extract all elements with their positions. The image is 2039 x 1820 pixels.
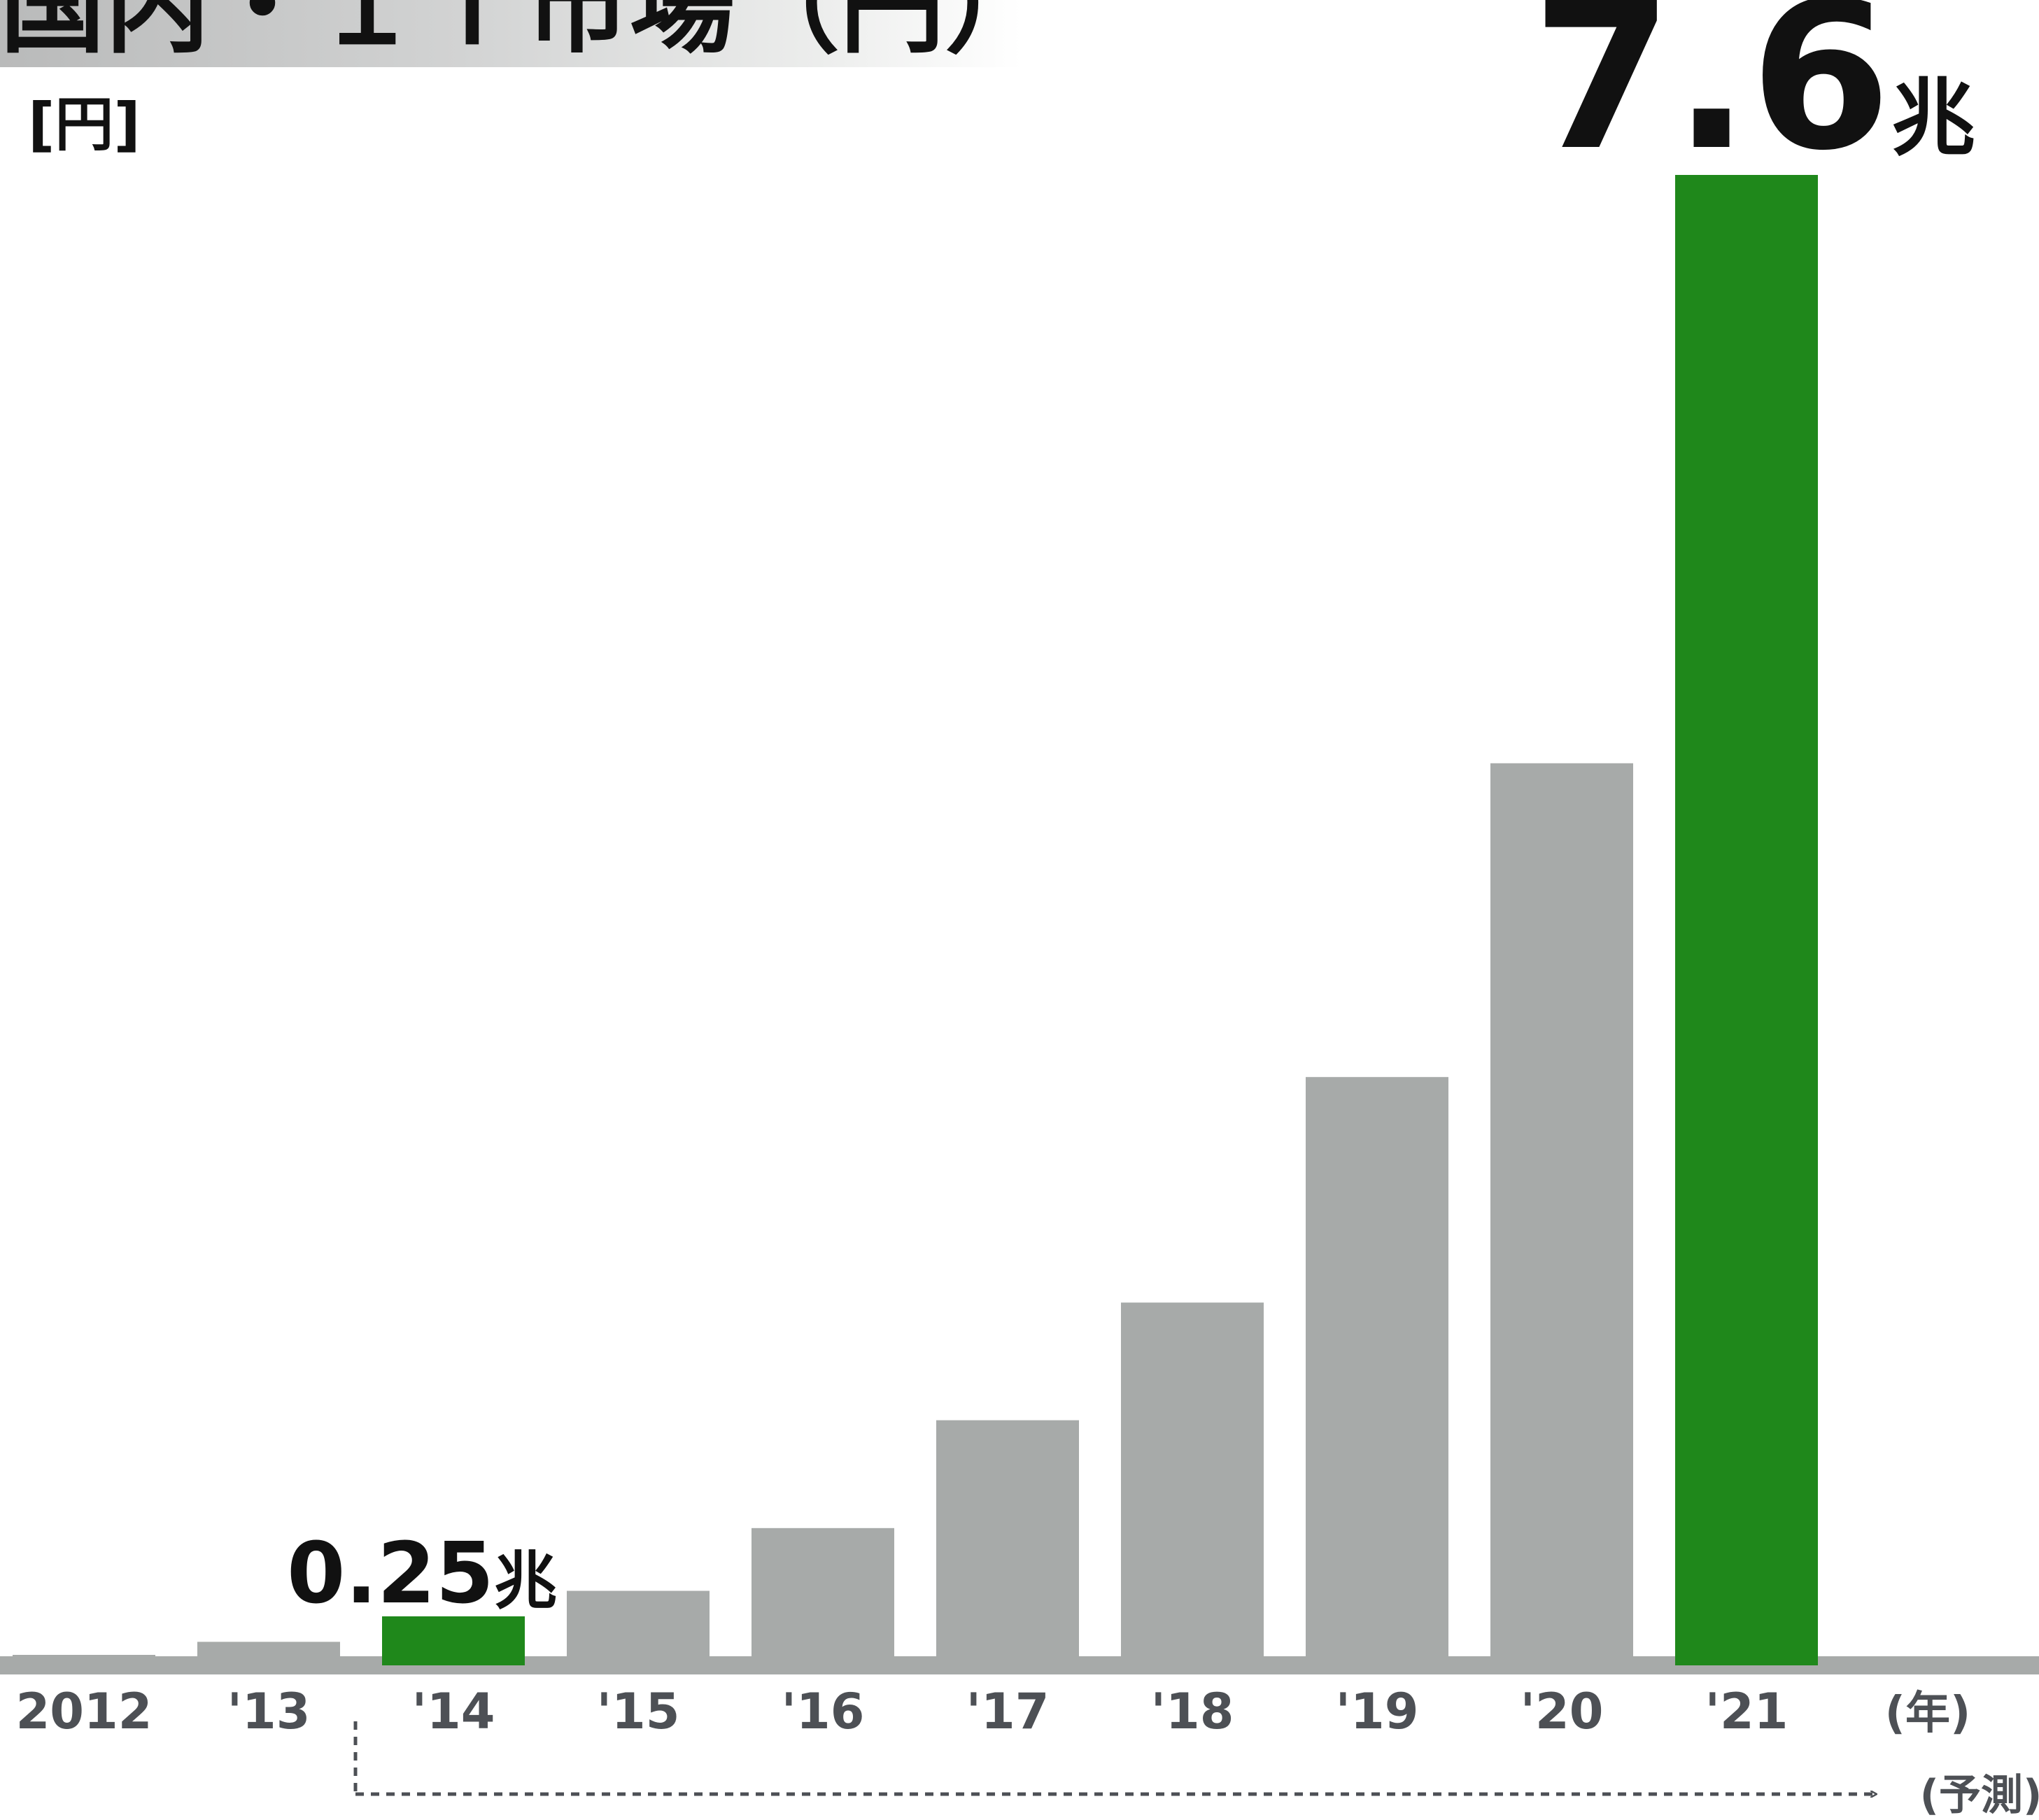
bar-21 [1675, 175, 1818, 1665]
x-tick-label: '20 [1521, 1683, 1604, 1740]
y-unit-label: [円] [28, 90, 141, 159]
x-unit-label: (年) [1885, 1688, 1971, 1740]
tick-labels-group: 2012 '13 '14 '15 '16 '17 '18 '19 '20 '21 (年) [16, 1683, 1971, 1740]
bar-20 [1490, 763, 1633, 1656]
x-tick-label: '19 [1336, 1683, 1419, 1740]
x-tick-label: '17 [966, 1683, 1050, 1740]
annotations-group: 0.25兆 7.6兆 [287, 0, 1975, 1623]
forecast-indicator: (予測) [353, 1721, 2039, 1820]
forecast-label: (予測) [1920, 1771, 2039, 1820]
x-tick-label: '13 [227, 1683, 311, 1740]
bars-group [13, 175, 1818, 1665]
bar-15 [567, 1590, 710, 1656]
title-band: 国内・ＩＴ市場（円） [0, 0, 1050, 67]
bar-16 [752, 1528, 894, 1656]
x-tick-label: 2012 [16, 1683, 153, 1740]
x-tick-label: '18 [1151, 1683, 1234, 1740]
x-tick-label: '21 [1705, 1683, 1788, 1740]
bar-14 [382, 1616, 525, 1665]
value-label-21: 7.6兆 [1532, 0, 1975, 195]
x-tick-label: '14 [412, 1683, 495, 1740]
bar-2012 [13, 1655, 155, 1656]
x-tick-label: '16 [782, 1683, 865, 1740]
bar-18 [1121, 1302, 1264, 1656]
x-tick-label: '15 [597, 1683, 680, 1740]
bar-19 [1306, 1077, 1448, 1656]
bar-13 [197, 1642, 340, 1656]
bar-17 [936, 1420, 1079, 1656]
value-label-14: 0.25兆 [287, 1525, 557, 1623]
chart-title: 国内・ＩＴ市場（円） [0, 0, 1050, 63]
